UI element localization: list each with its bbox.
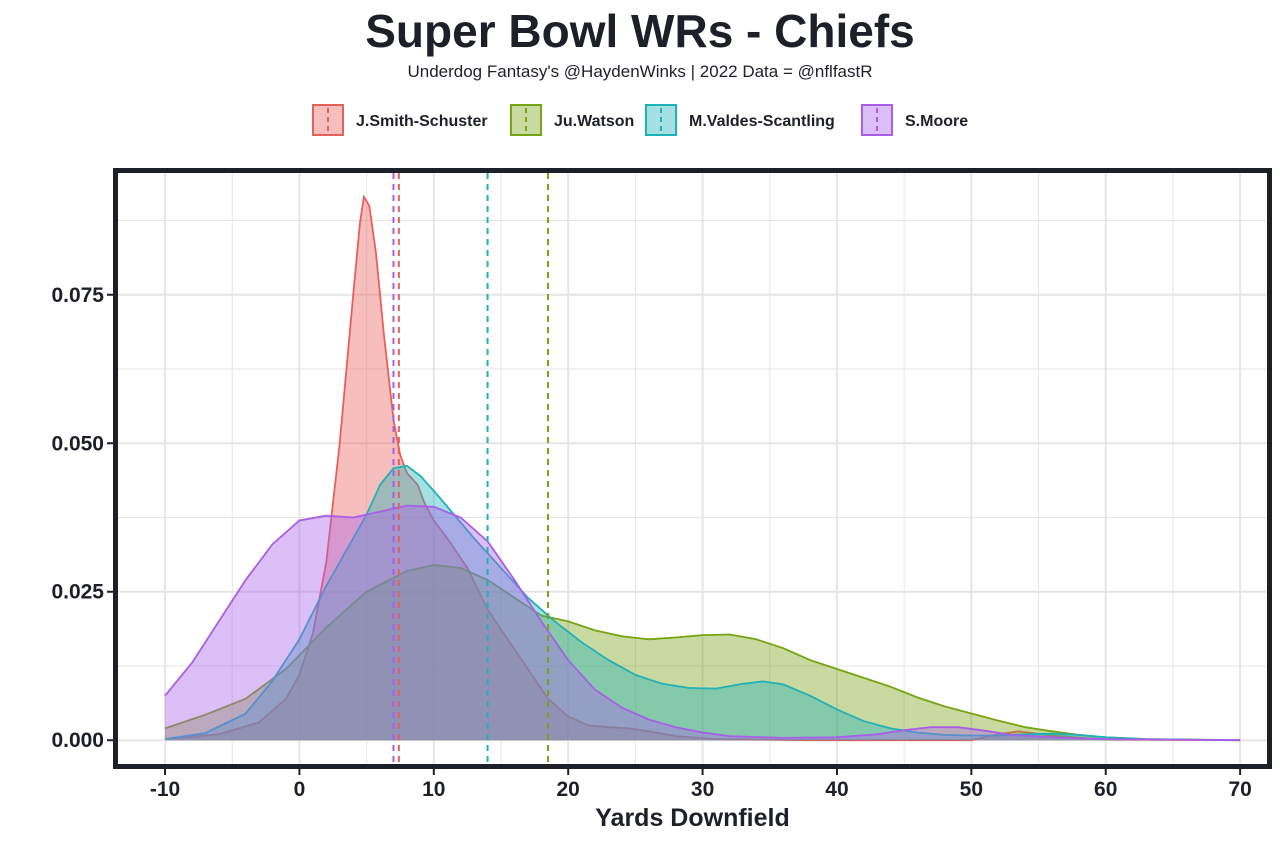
density-line-ju-watson	[164, 564, 1241, 742]
density-area-j-smith-schuster	[165, 196, 1241, 741]
x-axis-title: Yards Downfield	[595, 804, 789, 832]
legend-label-j-smith-schuster: J.Smith-Schuster	[356, 113, 488, 130]
y-tick-label: 0.000	[51, 729, 104, 752]
panel-border	[113, 168, 1272, 769]
legend-label-ju-watson: Ju.Watson	[554, 113, 634, 130]
legend-label-s-moore: S.Moore	[905, 113, 968, 130]
x-tick-label: -10	[150, 778, 180, 801]
density-line-j-smith-schuster	[164, 194, 1241, 742]
x-tick-label: 50	[960, 778, 983, 801]
x-tick-label: 30	[691, 778, 714, 801]
chart-subtitle: Underdog Fantasy's @HaydenWinks | 2022 D…	[407, 62, 873, 81]
density-line-m-valdes-scantling	[164, 464, 1241, 742]
x-tick-label: 0	[294, 778, 306, 801]
legend-label-m-valdes-scantling: M.Valdes-Scantling	[689, 113, 835, 130]
chart-title: Super Bowl WRs - Chiefs	[365, 5, 915, 57]
density-area-s-moore	[165, 505, 1241, 741]
density-area-m-valdes-scantling	[165, 465, 1241, 741]
x-tick-label: 70	[1228, 778, 1251, 801]
density-series	[164, 194, 1241, 742]
density-line-s-moore	[164, 504, 1241, 742]
legend: J.Smith-Schuster Ju.Watson M.Valdes-Scantl…	[312, 104, 968, 136]
x-tick-label: 60	[1094, 778, 1117, 801]
x-tick-label: 20	[557, 778, 580, 801]
grid	[118, 173, 1267, 764]
y-tick-label: 0.025	[51, 581, 104, 604]
y-tick-label: 0.050	[51, 432, 104, 455]
x-tick-label: 40	[825, 778, 848, 801]
y-tick-label: 0.075	[51, 284, 104, 307]
density-area-ju-watson	[165, 565, 1241, 741]
x-tick-label: 10	[422, 778, 445, 801]
